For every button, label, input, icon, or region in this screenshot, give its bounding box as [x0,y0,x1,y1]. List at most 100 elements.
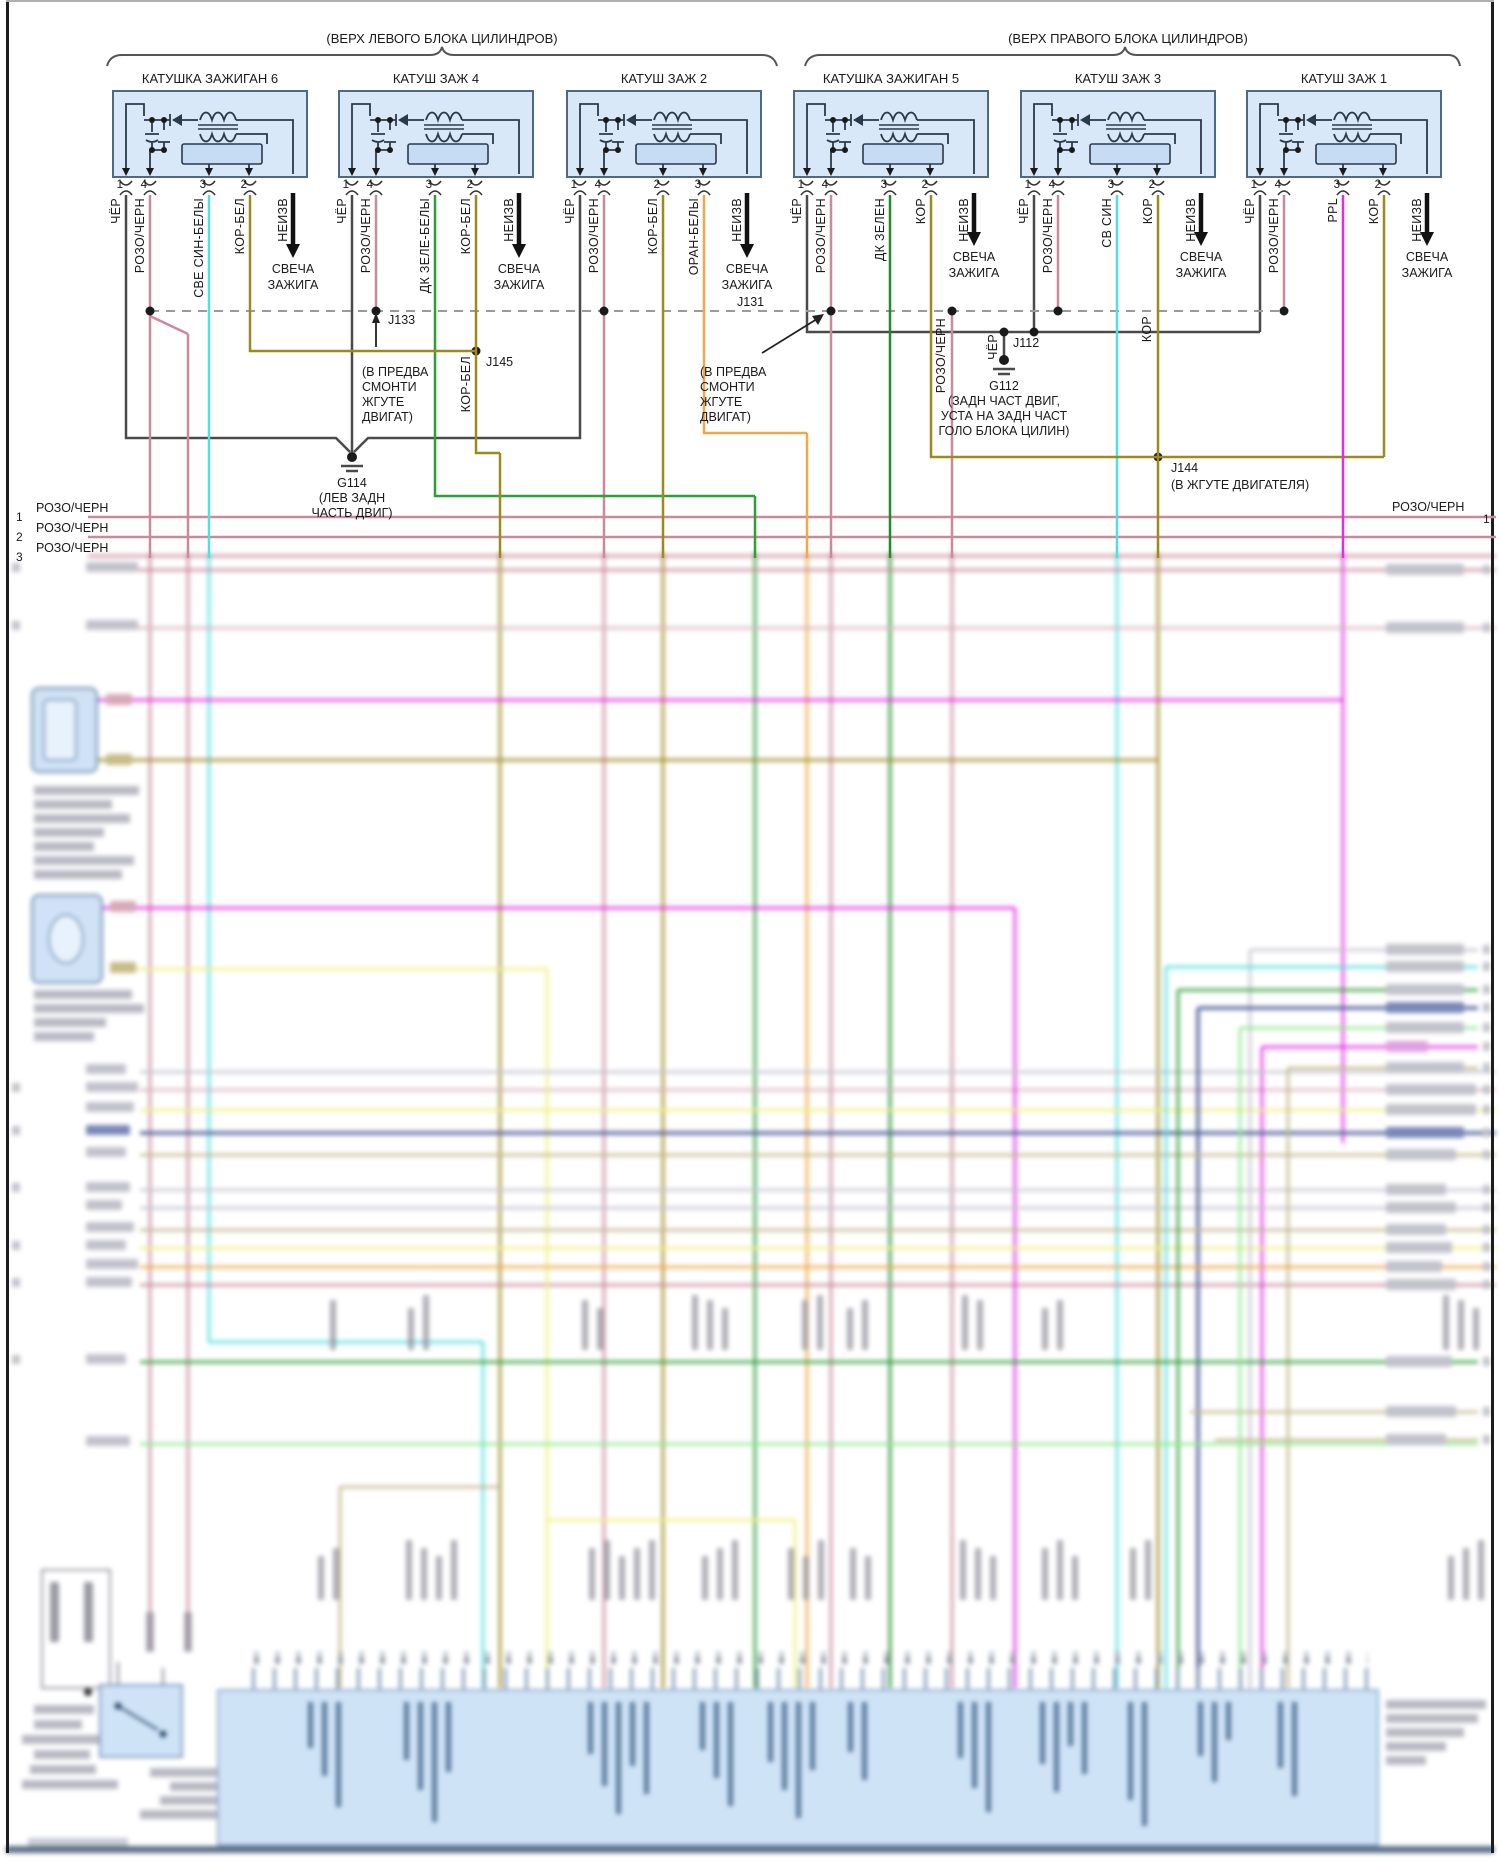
left-row-1-number: 1 [16,510,23,524]
junction-j133-note: (В ПРЕДВА [362,365,429,379]
spark-plug-label: СВЕЧА ЗАЖИГА [267,262,319,292]
coil-2-title: КАТУШ ЗАЖ 2 [620,71,708,86]
junction-j144-note: (В ЖГУТЕ ДВИГАТЕЛЯ) [1171,478,1310,492]
pin-number: 4 [366,179,373,191]
junction-j131-note: СМОНТИ [700,380,755,394]
junction-j133-note: ДВИГАТ) [362,410,413,424]
coil-5-title: КАТУШКА ЗАЖИГАН 5 [822,71,960,86]
junction-dots [145,306,1289,462]
wire-color-label: РОЗО/ЧЕРН [359,198,373,274]
blurred-vertical-wires [148,552,1345,1688]
coil-6-title: КАТУШКА ЗАЖИГАН 6 [141,71,279,86]
pin-number: 2 [466,179,473,191]
ignition-coil-2-module [566,90,762,178]
sensor-connector-2 [31,894,136,984]
pin-number: 2 [240,179,247,191]
wire-color-label: ЧЁР [1017,198,1031,224]
wire-color-label: РОЗО/ЧЕРН [133,198,147,274]
switch-component [99,1662,183,1758]
ignition-coil-3-module [1020,90,1216,178]
ignition-coil-6-module [112,90,308,178]
left-row-3-number: 3 [16,550,23,564]
wire-color-label: ЧЁР [109,198,123,224]
unknown-wire-label: НЕИЗВ [502,198,516,242]
junction-j112-label: J112 [1013,336,1040,350]
cyan-wires [207,195,1119,558]
pin-number: 4 [140,179,147,191]
spark-plug-label: СВЕЧА ЗАЖИГА [1401,250,1453,280]
pin-connector-brackets [119,180,1391,196]
pin-number: 4 [821,179,828,191]
wire-color-label: КОР [1140,316,1154,343]
pin-number: 1 [570,179,577,191]
ground-g112-label: G112 [989,379,1019,393]
pin-number: 1 [1024,179,1031,191]
junction-j145-label: J145 [486,355,514,369]
pin-number: 1 [116,179,123,191]
junction-j131-note: ДВИГАТ) [700,410,751,424]
pin-number: 3 [1333,179,1340,191]
pink-wires [88,195,1496,558]
wire-color-label: РОЗО/ЧЕРН [934,318,948,394]
unknown-wire-label: НЕИЗВ [276,198,290,242]
pin-number: 2 [1374,179,1381,191]
pin-number: 2 [1148,179,1155,191]
spark-plug-arrows [286,193,1434,258]
wire-color-label: КОР-БЕЛ [459,356,473,413]
pin-number: 3 [425,179,432,191]
wire-color-label: РОЗО/ЧЕРН [1267,198,1281,274]
ground-g114-note: ЧАСТЬ ДВИГ) [311,506,393,520]
junction-j144-label: J144 [1171,461,1199,475]
blurred-pin-name-clusters [146,1295,1484,1652]
page-border [6,0,1494,1853]
wire-color-label: РОЗО/ЧЕРН [814,198,828,274]
spark-plug-label: СВЕЧА ЗАЖИГА [1175,250,1227,280]
pin-number: 3 [199,179,206,191]
wire-color-label: РОЗО/ЧЕРН [587,198,601,274]
pin-number: 3 [1107,179,1114,191]
pin-number: 4 [1048,179,1055,191]
coil-3-title: КАТУШ ЗАЖ 3 [1074,71,1162,86]
ecm-connector-bar [217,1652,1379,1846]
wire-color-label: PPL [1326,198,1340,223]
ground-g112-note: (ЗАДН ЧАСТ ДВИГ, [947,394,1061,408]
spark-plug-label: СВЕЧА ЗАЖИГА [948,250,1000,280]
wire-color-label: СВ СИН [1100,198,1114,248]
spark-plug-label: СВЕЧА ЗАЖИГА [721,262,773,292]
ground-g114-label: G114 [337,476,367,490]
left-row-3-label: РОЗО/ЧЕРН [36,541,109,555]
wire-color-label: РОЗО/ЧЕРН [1041,198,1055,274]
ignition-coil-5-module [793,90,989,178]
ground-g114-note: (ЛЕВ ЗАДН [318,491,386,505]
ignition-coil-1-module [1246,90,1442,178]
page-bottom-band [6,1846,1494,1853]
wire-color-label: КОР [1141,198,1155,225]
ground-dots [347,327,1039,462]
pin-number: 1 [1250,179,1257,191]
pin-number: 4 [594,179,601,191]
ground-g112-note: УСТА НА ЗАДН ЧАСТ [940,409,1068,423]
wire-color-label: СВЕ СИН-БЕЛЫ [192,198,206,298]
green-white-wire [433,195,757,558]
junction-j131-note: (В ПРЕДВА [700,365,767,379]
wire-color-label: КОР-БЕЛ [459,198,473,255]
pin-number: 2 [653,179,660,191]
junction-j133-note: СМОНТИ [362,380,417,394]
left-bank-header: (ВЕРХ ЛЕВОГО БЛОКА ЦИЛИНДРОВ) [326,31,558,46]
wire-color-label: ЧЁР [1243,198,1257,224]
right-bank-header: (ВЕРХ ПРАВОГО БЛОКА ЦИЛИНДРОВ) [1008,31,1248,46]
wire-color-label: ДК ЗЕЛЕН [873,198,887,262]
wire-color-label: КОР-БЕЛ [233,198,247,255]
wire-color-label: КОР-БЕЛ [646,198,660,255]
right-row-1-number: 1 [1483,512,1490,526]
left-row-2-label: РОЗО/ЧЕРН [36,521,109,535]
pin-number: 2 [921,179,928,191]
pin-number: 3 [880,179,887,191]
wire-color-label: ЧЁР [986,334,1000,360]
blurred-right-row-labels [1386,564,1490,1445]
unknown-wire-label: НЕИЗВ [730,198,744,242]
unknown-wire-label: НЕИЗВ [1184,198,1198,242]
